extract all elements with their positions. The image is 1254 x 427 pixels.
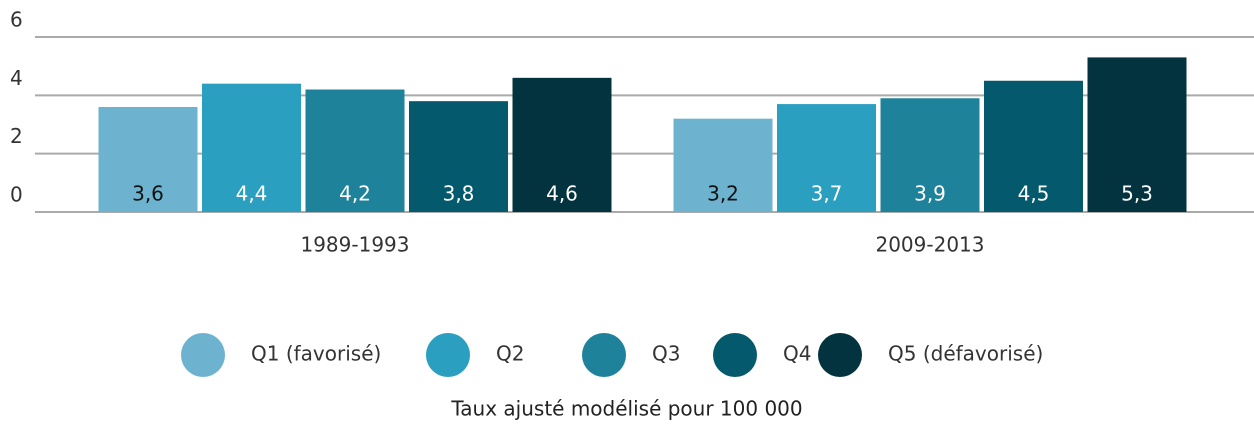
y-tick-label: 4 — [10, 66, 23, 90]
bar — [409, 101, 508, 212]
axis-label: Taux ajusté modélisé pour 100 000 — [450, 397, 802, 421]
bar — [777, 104, 876, 212]
bar — [984, 80, 1083, 212]
legend-label: Q4 — [783, 342, 811, 366]
y-tick-label: 2 — [10, 124, 23, 148]
legend-swatch — [426, 333, 470, 377]
bar — [202, 83, 301, 213]
value-label: 4,2 — [339, 182, 371, 206]
legend-swatch — [181, 333, 225, 377]
bar — [880, 98, 980, 212]
value-label: 3,9 — [914, 182, 946, 206]
value-label: 4,4 — [236, 182, 268, 206]
y-tick-label: 0 — [10, 183, 23, 207]
value-label: 3,2 — [707, 182, 739, 206]
y-tick-label: 6 — [10, 8, 23, 32]
bar — [98, 107, 198, 212]
value-label: 3,7 — [811, 182, 843, 206]
value-label: 3,8 — [443, 182, 475, 206]
legend-swatch — [818, 333, 862, 377]
legend-swatch — [713, 333, 757, 377]
legend-swatch — [582, 333, 626, 377]
legend-label: Q2 — [496, 342, 524, 366]
x-tick-label: 1989-1993 — [300, 233, 409, 257]
bar — [512, 77, 612, 212]
legend-label: Q3 — [652, 342, 680, 366]
value-label: 3,6 — [132, 182, 164, 206]
bar — [1087, 57, 1187, 212]
legend-label: Q1 (favorisé) — [251, 342, 381, 366]
bar — [673, 118, 773, 212]
x-tick-label: 2009-2013 — [875, 233, 984, 257]
bar — [305, 89, 405, 212]
value-label: 4,6 — [546, 182, 578, 206]
legend-label: Q5 (défavorisé) — [888, 342, 1043, 366]
value-label: 4,5 — [1018, 182, 1050, 206]
value-label: 5,3 — [1121, 182, 1153, 206]
